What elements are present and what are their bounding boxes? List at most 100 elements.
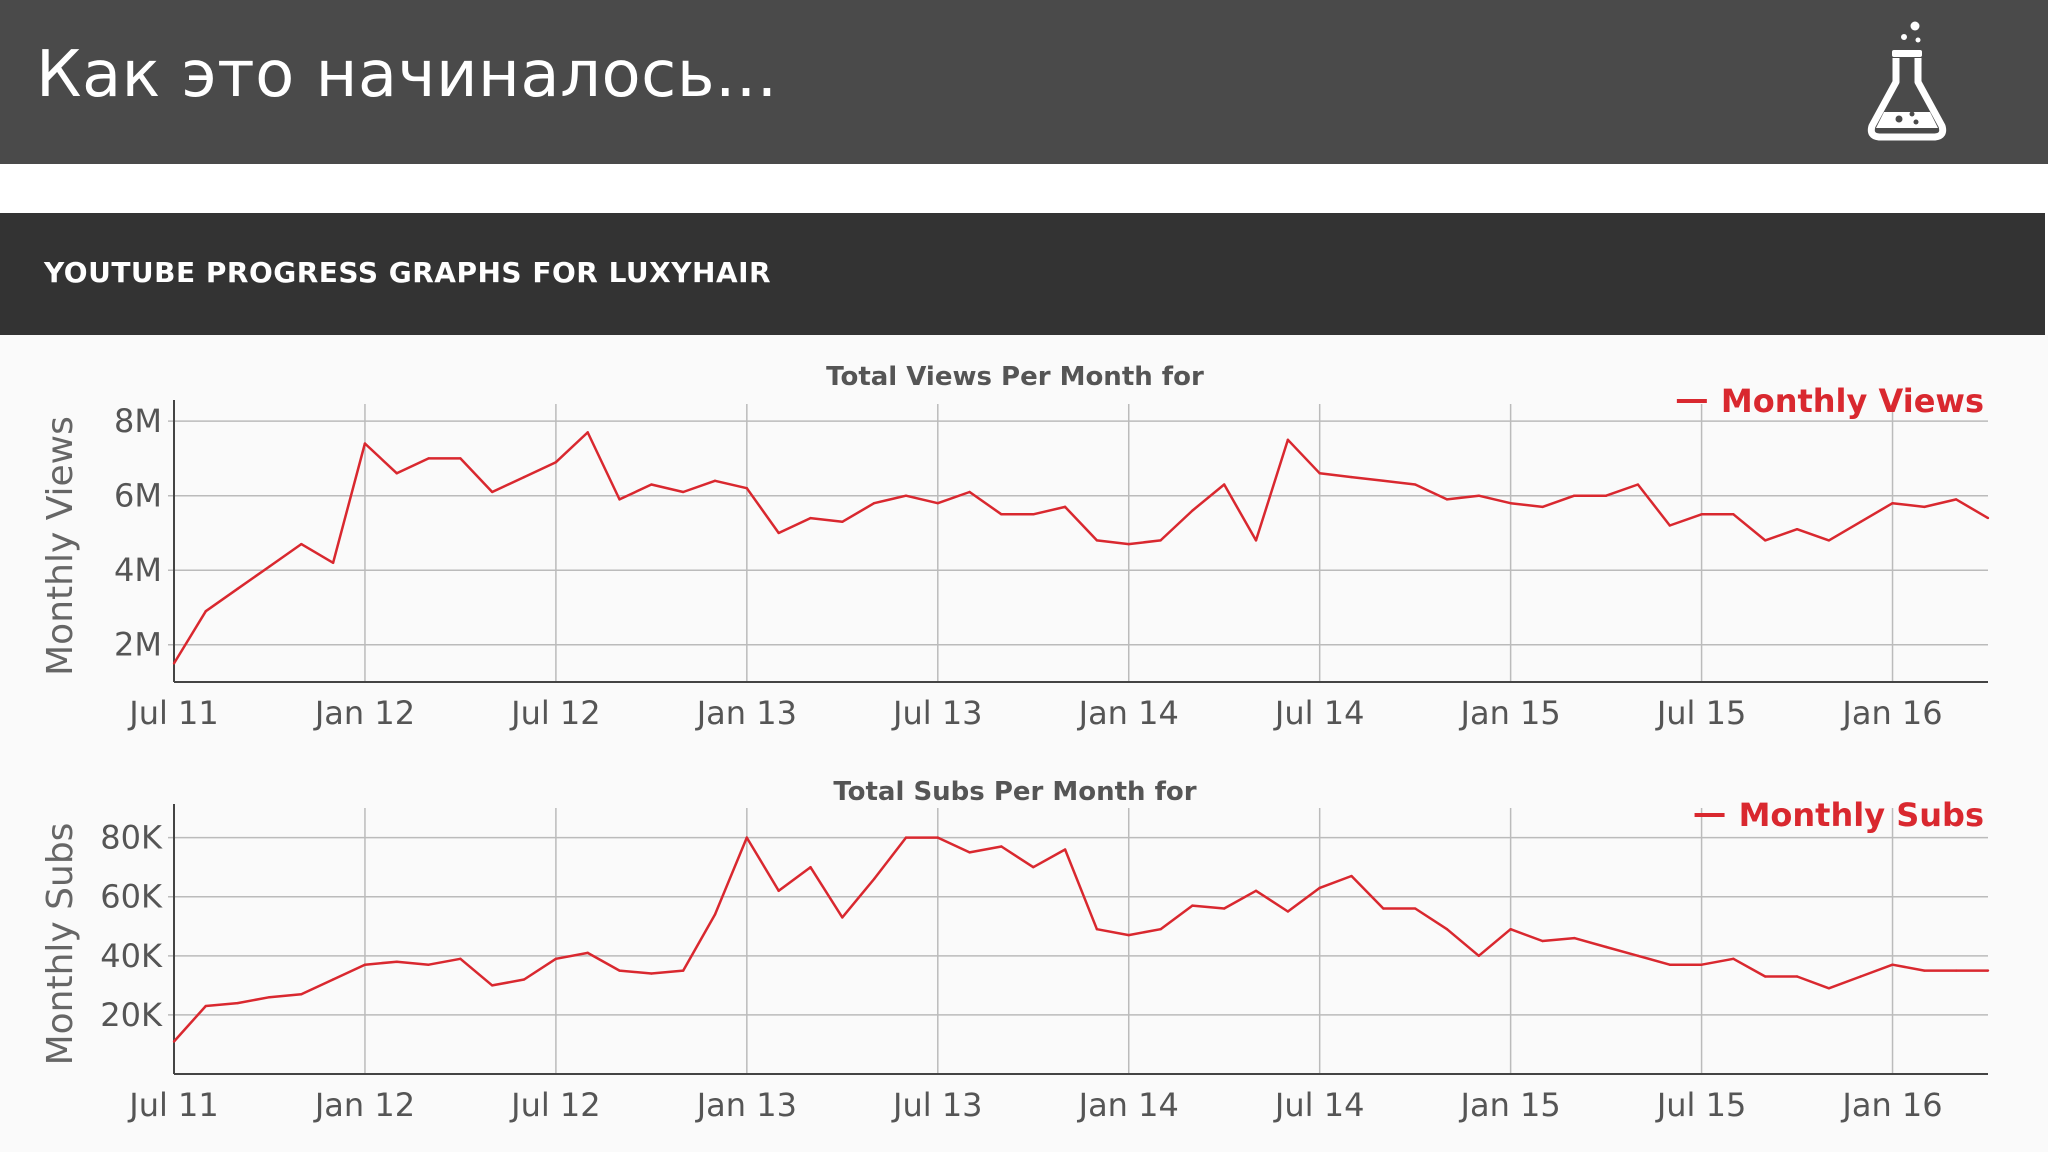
data-point: [777, 889, 780, 893]
data-point: [1859, 520, 1862, 523]
data-point: [1191, 509, 1194, 512]
flask-icon: [1867, 21, 1947, 141]
data-point: [1795, 975, 1799, 978]
data-point: [681, 490, 685, 494]
data-point: [1127, 933, 1130, 937]
data-point: [427, 457, 430, 460]
data-point: [1573, 494, 1576, 497]
data-point: [936, 501, 939, 505]
data-point: [1954, 498, 1958, 501]
data-point: [1191, 904, 1194, 907]
data-point: [1000, 845, 1003, 848]
data-point: [1541, 505, 1544, 509]
y-tick-label: 80K: [100, 819, 163, 857]
slide-title: Как это начиналось...: [36, 38, 778, 112]
data-point: [268, 995, 271, 999]
data-point: [904, 836, 908, 839]
x-tick-label: Jan 14: [1077, 1086, 1179, 1124]
x-tick-label: Jul 13: [891, 1086, 983, 1124]
series-line: [173, 836, 1988, 1043]
data-point: [1223, 907, 1226, 910]
data-point: [1668, 524, 1671, 527]
legend: Monthly Subs: [1694, 796, 1984, 834]
data-point: [968, 851, 971, 854]
data-point: [427, 963, 430, 966]
data-point: [650, 972, 653, 975]
data-point: [841, 520, 844, 523]
x-tick-label: Jul 11: [127, 694, 219, 732]
series-line: [172, 431, 1989, 665]
legend-label: Monthly Views: [1721, 382, 1984, 420]
data-point: [1923, 505, 1926, 509]
x-tick-label: Jul 15: [1655, 694, 1747, 732]
data-point: [1509, 928, 1512, 931]
data-point: [1254, 889, 1258, 893]
data-point: [1509, 501, 1512, 505]
x-tick-label: Jul 13: [891, 694, 983, 732]
data-point: [713, 479, 717, 482]
data-point: [522, 475, 526, 479]
data-point: [1063, 848, 1067, 851]
data-point: [1700, 513, 1703, 516]
y-tick-label: 60K: [100, 878, 163, 916]
data-point: [1318, 472, 1321, 475]
y-tick-label: 40K: [100, 937, 163, 975]
data-point: [968, 490, 971, 494]
data-point: [586, 951, 589, 955]
data-point: [1127, 542, 1130, 546]
data-point: [1000, 513, 1003, 516]
data-point: [1541, 939, 1544, 943]
data-point: [1986, 969, 1990, 972]
x-tick-label: Jan 15: [1459, 1086, 1561, 1124]
data-point: [586, 431, 589, 434]
legend-label: Monthly Subs: [1739, 796, 1984, 834]
data-point: [1350, 475, 1353, 479]
data-point: [1445, 928, 1449, 931]
data-point: [618, 969, 621, 972]
data-point: [236, 1001, 239, 1005]
data-point: [1573, 936, 1576, 940]
slide-header: [0, 0, 2048, 164]
data-point: [1159, 928, 1162, 931]
data-point: [1732, 957, 1735, 960]
data-point: [1286, 438, 1290, 442]
x-tick-label: Jan 16: [1840, 694, 1942, 732]
data-point: [1604, 494, 1608, 497]
x-tick-label: Jan 12: [313, 694, 415, 732]
y-tick-label: 8M: [114, 402, 162, 440]
x-tick-label: Jul 12: [509, 1086, 601, 1124]
y-tick-label: 20K: [100, 996, 163, 1034]
data-point: [1923, 969, 1926, 972]
data-point: [872, 877, 876, 881]
data-point: [1732, 513, 1735, 516]
data-point: [745, 487, 749, 490]
data-point: [681, 969, 685, 972]
data-point: [1095, 928, 1099, 931]
data-point: [745, 836, 749, 839]
data-point: [1159, 539, 1162, 542]
x-tick-label: Jan 13: [695, 694, 797, 732]
x-tick-label: Jan 12: [313, 1086, 415, 1124]
data-point: [395, 960, 398, 963]
x-tick-label: Jul 15: [1655, 1086, 1747, 1124]
data-point: [1477, 494, 1481, 497]
data-point: [1700, 963, 1703, 966]
data-point: [650, 483, 653, 486]
data-point: [172, 1040, 176, 1043]
chart-area: Total Views Per Month for Jul 11 Jan 12 Jul…: [0, 335, 2048, 1152]
data-point: [1859, 975, 1862, 978]
data-point: [204, 1004, 208, 1008]
data-point: [331, 561, 335, 564]
data-point: [459, 957, 462, 960]
data-point: [1604, 945, 1608, 949]
x-tick-label: Jul 12: [509, 694, 601, 732]
x-tick-label: Jul 14: [1273, 1086, 1365, 1124]
data-point: [491, 984, 494, 987]
data-point: [618, 498, 621, 501]
data-point: [554, 957, 558, 960]
y-axis-label: Monthly Views: [40, 416, 81, 676]
data-point: [1668, 963, 1671, 966]
panel-title: YOUTUBE PROGRESS GRAPHS FOR LUXYHAIR: [44, 256, 772, 289]
data-point: [1891, 963, 1894, 966]
x-tick-label: Jan 16: [1840, 1086, 1942, 1124]
